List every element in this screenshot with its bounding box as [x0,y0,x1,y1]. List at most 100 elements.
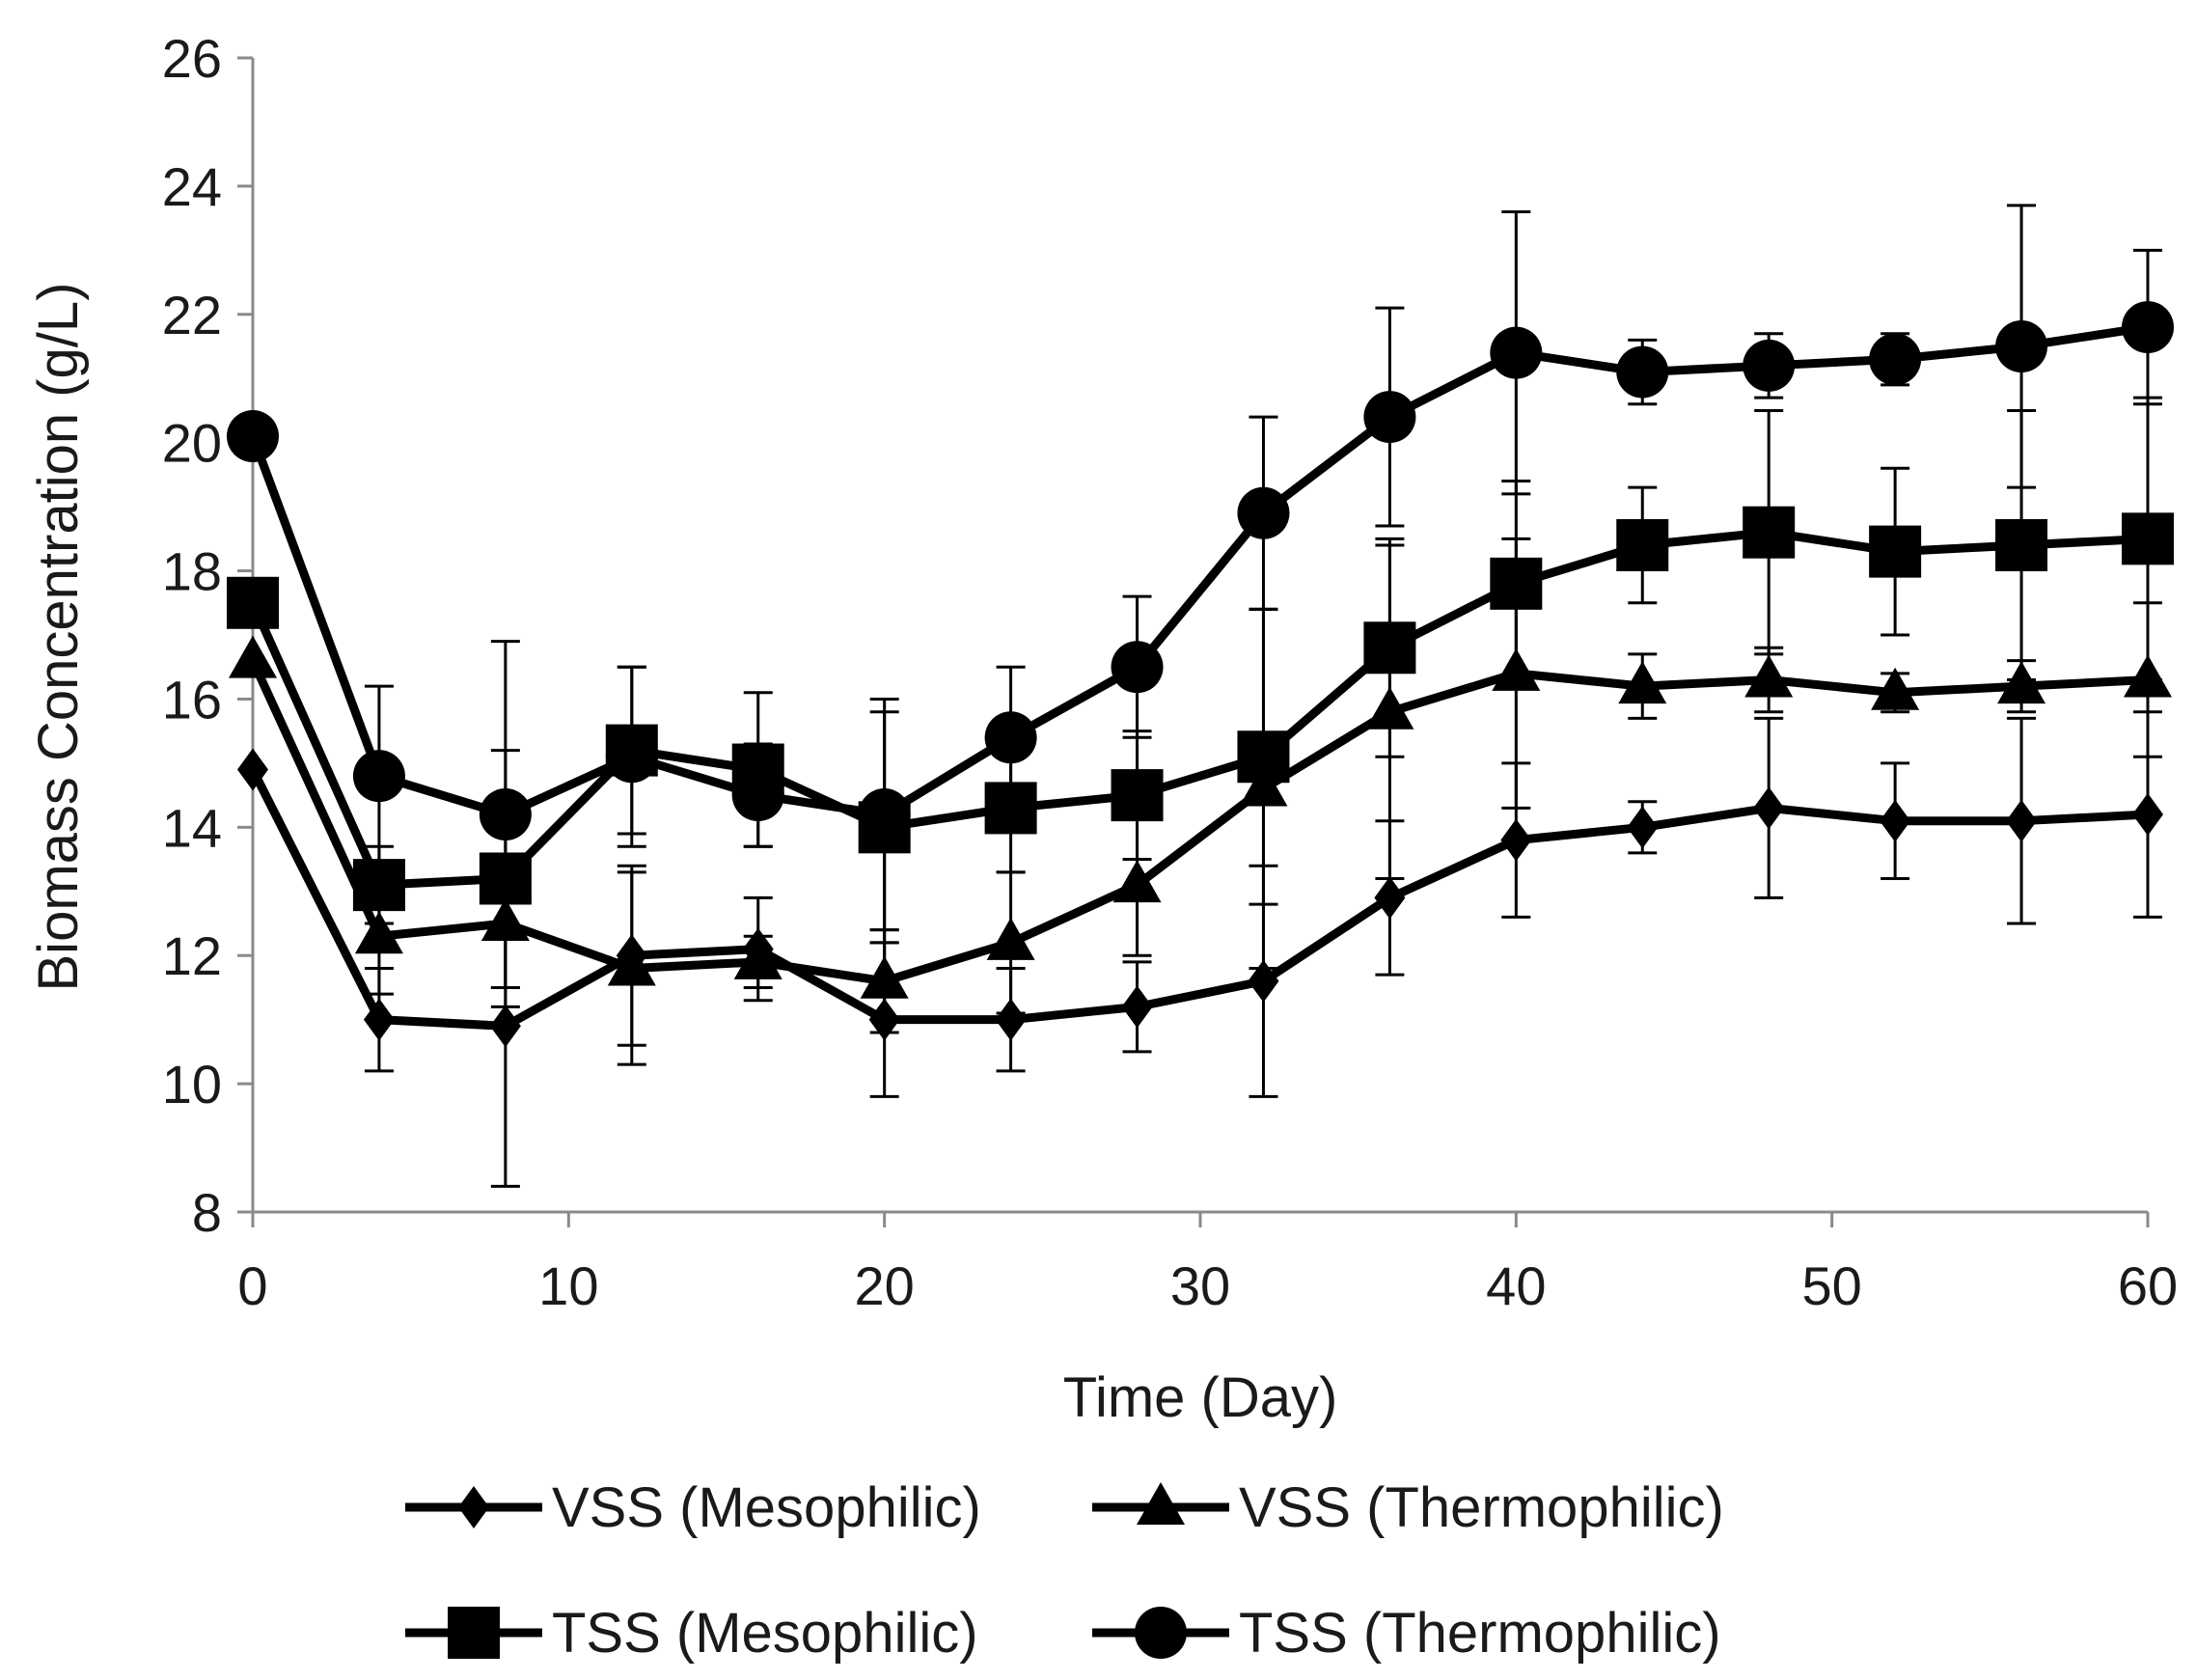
x-tick-label: 60 [2118,1255,2178,1316]
legend-item-vss-mesophilic: VSS (Mesophilic) [405,1476,981,1539]
legend-item-vss-thermophilic: VSS (Thermophilic) [1092,1476,1724,1539]
data-point-tss-thermophilic [1869,333,1922,386]
legend-label-tss-mesophilic: TSS (Mesophilic) [552,1602,978,1665]
data-point-tss-mesophilic [352,859,405,912]
data-point-vss-thermophilic [607,943,656,986]
data-point-tss-mesophilic [227,576,279,629]
x-axis-ticks: 0 10 20 30 40 50 60 [237,1212,2178,1316]
data-point-vss-mesophilic [1374,876,1406,920]
x-tick-label: 50 [1802,1255,1862,1316]
y-tick-label: 26 [162,28,222,89]
legend-symbol-tss-thermophilic [1092,1607,1229,1659]
series-line-vss-mesophilic [248,767,2149,1031]
legend-marker [1135,1607,1187,1659]
data-point-tss-mesophilic [2122,512,2174,565]
data-point-vss-mesophilic [1627,806,1659,849]
x-tick-label: 0 [237,1255,267,1316]
data-point-tss-thermophilic [605,730,658,784]
data-point-tss-thermophilic [1743,339,1796,392]
data-point-vss-mesophilic [995,998,1027,1041]
series-line-tss-thermophilic [248,322,2149,819]
y-axis-ticks: 8 10 12 14 16 18 20 22 24 26 [162,28,253,1243]
data-point-vss-mesophilic [237,748,268,791]
data-point-vss-thermophilic [1492,647,1541,691]
data-point-vss-thermophilic [1871,667,1920,710]
data-point-tss-thermophilic [1237,486,1290,539]
legend: VSS (Mesophilic) VSS (Thermophilic) TSS … [405,1476,1724,1665]
series-lines [248,322,2149,1031]
data-point-tss-thermophilic [1111,641,1164,694]
data-point-vss-mesophilic [363,998,395,1041]
y-tick-label: 18 [162,541,222,602]
series-line-vss-thermophilic [248,658,2149,986]
data-point-vss-thermophilic [229,635,277,678]
data-point-vss-thermophilic [1618,661,1667,704]
data-point-tss-mesophilic [1869,525,1922,578]
legend-marker [458,1486,489,1529]
data-point-tss-thermophilic [1995,320,2048,372]
legend-symbol-vss-thermophilic [1092,1482,1229,1525]
data-point-tss-mesophilic [1995,518,2048,571]
data-point-vss-thermophilic [986,917,1035,960]
data-point-vss-mesophilic [1500,818,1532,862]
y-tick-label: 10 [162,1054,222,1115]
legend-item-tss-thermophilic: TSS (Thermophilic) [1092,1602,1721,1665]
y-axis-title: Biomass Concentration (g/L) [27,283,90,992]
data-point-tss-mesophilic [1237,730,1290,784]
data-point-vss-thermophilic [1239,763,1288,807]
x-axis-title: Time (Day) [1063,1366,1338,1429]
data-point-tss-thermophilic [1363,391,1416,444]
data-point-tss-thermophilic [1616,345,1669,399]
data-point-tss-thermophilic [227,410,279,463]
axes [251,58,2148,1214]
data-point-vss-mesophilic [1121,985,1153,1029]
data-point-tss-thermophilic [858,788,911,841]
data-point-vss-thermophilic [480,898,530,941]
legend-label-vss-mesophilic: VSS (Mesophilic) [552,1476,981,1539]
y-tick-label: 14 [162,797,222,858]
data-point-tss-thermophilic [1490,326,1543,379]
data-point-vss-thermophilic [1365,686,1414,730]
data-point-tss-thermophilic [2122,301,2174,354]
data-point-vss-mesophilic [2006,799,2038,842]
data-point-vss-thermophilic [860,955,909,999]
data-point-vss-thermophilic [1744,654,1794,698]
legend-marker [448,1607,500,1659]
data-point-tss-mesophilic [479,852,532,905]
data-point-vss-mesophilic [1753,786,1785,830]
legend-item-tss-mesophilic: TSS (Mesophilic) [405,1602,978,1665]
x-tick-label: 10 [538,1255,598,1316]
data-point-vss-thermophilic [2124,654,2172,698]
legend-symbol-tss-mesophilic [405,1607,542,1659]
data-point-tss-mesophilic [1743,506,1796,559]
data-point-tss-thermophilic [352,750,405,803]
data-point-tss-mesophilic [1363,621,1416,675]
series-markers [227,301,2174,1048]
y-tick-label: 12 [162,925,222,986]
data-point-vss-mesophilic [1248,959,1279,1003]
data-point-vss-thermophilic [733,936,782,979]
data-point-vss-mesophilic [2132,793,2163,837]
y-tick-label: 22 [162,285,222,345]
data-point-vss-thermophilic [1997,661,2046,704]
data-point-tss-mesophilic [1111,769,1164,822]
y-tick-label: 24 [162,156,222,217]
y-tick-label: 16 [162,669,222,730]
data-point-tss-mesophilic [1490,557,1543,610]
x-tick-label: 30 [1170,1255,1230,1316]
series-line-tss-mesophilic [248,528,2149,890]
x-tick-label: 20 [855,1255,915,1316]
legend-marker [1137,1482,1185,1525]
legend-label-vss-thermophilic: VSS (Thermophilic) [1239,1476,1724,1539]
data-point-tss-mesophilic [984,782,1037,835]
data-point-vss-thermophilic [354,911,403,954]
data-point-tss-thermophilic [984,711,1037,764]
y-tick-label: 8 [192,1182,222,1243]
legend-symbol-vss-mesophilic [405,1486,542,1529]
legend-label-tss-thermophilic: TSS (Thermophilic) [1239,1602,1721,1665]
data-point-vss-mesophilic [489,1005,521,1048]
data-point-tss-thermophilic [479,788,532,841]
data-point-vss-mesophilic [1880,799,1911,842]
data-point-vss-mesophilic [868,998,900,1041]
